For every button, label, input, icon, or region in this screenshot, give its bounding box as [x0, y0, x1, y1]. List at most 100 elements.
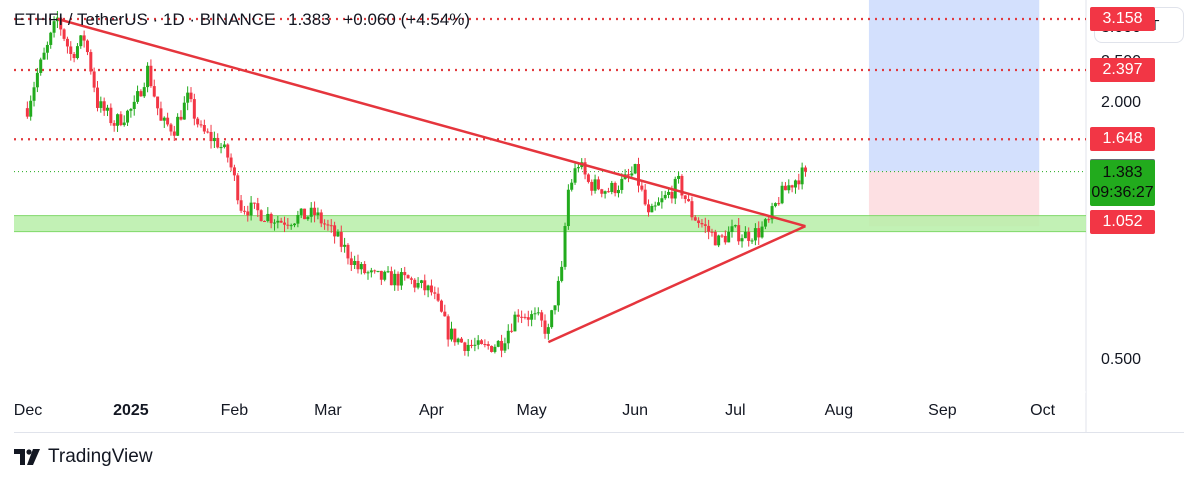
candle-body [733, 225, 737, 227]
candle-body [262, 221, 266, 223]
candle-body [329, 225, 333, 227]
candle-body [763, 219, 767, 227]
candle-body [106, 107, 110, 111]
candle-body [146, 65, 150, 88]
candle-body [486, 344, 490, 346]
candle-body [787, 185, 791, 191]
candle-body [780, 185, 784, 204]
candle-body [169, 124, 173, 132]
candle-body [283, 222, 287, 225]
candle-body [576, 167, 580, 169]
candle-body [319, 212, 323, 224]
candle-body [687, 199, 691, 202]
candle-body [456, 338, 460, 343]
candle-body [740, 238, 744, 242]
candle-body [296, 214, 300, 224]
candle-body [272, 222, 276, 224]
candle-body [493, 346, 497, 352]
candle-body [236, 175, 240, 201]
candle-body [279, 220, 283, 223]
y-tick-label: 2.000 [1101, 94, 1142, 112]
candle-body [192, 99, 196, 119]
candle-body [252, 202, 256, 204]
bar-countdown: 09:36:27 [1091, 183, 1154, 201]
candle-body [460, 338, 464, 343]
candle-body [530, 314, 534, 320]
candle-body [717, 235, 721, 246]
candle-body [299, 208, 303, 215]
candle-body [239, 200, 243, 211]
candle-body [259, 210, 263, 222]
triangle-lower-line [547, 225, 806, 344]
x-tick-label: Sep [928, 402, 957, 419]
candle-body [693, 217, 697, 221]
tradingview-logo[interactable]: TradingView [14, 446, 153, 468]
candle-body [316, 212, 320, 216]
candle-body [603, 191, 607, 194]
candle-body [92, 71, 96, 88]
candle-body [750, 240, 754, 242]
x-tick-label: Aug [824, 402, 854, 419]
candle-body [647, 204, 651, 213]
candle-body [346, 244, 350, 259]
candle-body [226, 144, 230, 158]
candle-body [403, 272, 407, 276]
candle-body [630, 173, 634, 176]
candle-body [209, 131, 213, 142]
candle-body [162, 117, 166, 121]
footer-divider [14, 432, 1184, 433]
candle-body [249, 202, 253, 216]
candle-body [496, 340, 500, 347]
candle-body [189, 92, 193, 100]
candle-body [449, 328, 453, 340]
brand-name: TradingView [48, 446, 153, 467]
triangle-upper-line [57, 17, 806, 228]
candle-body [490, 345, 494, 352]
candle-body [182, 102, 186, 120]
candle-body [336, 231, 340, 237]
candle-body [65, 38, 69, 47]
candle-body [49, 32, 53, 45]
candle-body [379, 270, 383, 280]
candle-body [79, 35, 83, 47]
candle-body [232, 167, 236, 176]
candle-body [366, 272, 370, 274]
candle-body [797, 180, 801, 185]
x-tick-label: Jun [622, 402, 649, 419]
candle-body [42, 52, 46, 60]
header-change: +0.060 (+4.54%) [343, 10, 471, 29]
candle-body [389, 271, 393, 286]
candle-body [573, 168, 577, 183]
candle-body [753, 228, 757, 241]
candle-body [703, 224, 707, 226]
candle-body [626, 174, 630, 176]
candle-body [179, 116, 183, 120]
candle-body [443, 311, 447, 317]
candle-body [242, 210, 246, 212]
candle-body [596, 179, 600, 190]
candle-body [690, 201, 694, 218]
candle-body [700, 223, 704, 225]
y-tick-label: 0.500 [1101, 350, 1142, 368]
symbol-header: ETHFI / TetherUS · 1D · BINANCE 1.383 +0… [14, 10, 470, 30]
candle-body [556, 280, 560, 306]
candle-body [222, 144, 226, 148]
candle-body [470, 344, 474, 346]
candle-body [737, 225, 741, 242]
candle-body [29, 100, 33, 117]
candle-body [510, 330, 514, 332]
candle-body [149, 65, 153, 87]
candle-body [506, 330, 510, 344]
candle-body [546, 327, 550, 334]
candle-body [369, 270, 373, 273]
candle-body [790, 185, 794, 188]
candle-body [667, 191, 671, 195]
candle-body [803, 167, 807, 172]
candle-body [677, 175, 681, 179]
candle-body [730, 226, 734, 232]
position-target-zone [868, 0, 1040, 172]
candle-body [483, 344, 487, 346]
candle-body [710, 231, 714, 233]
candle-body [383, 271, 387, 280]
